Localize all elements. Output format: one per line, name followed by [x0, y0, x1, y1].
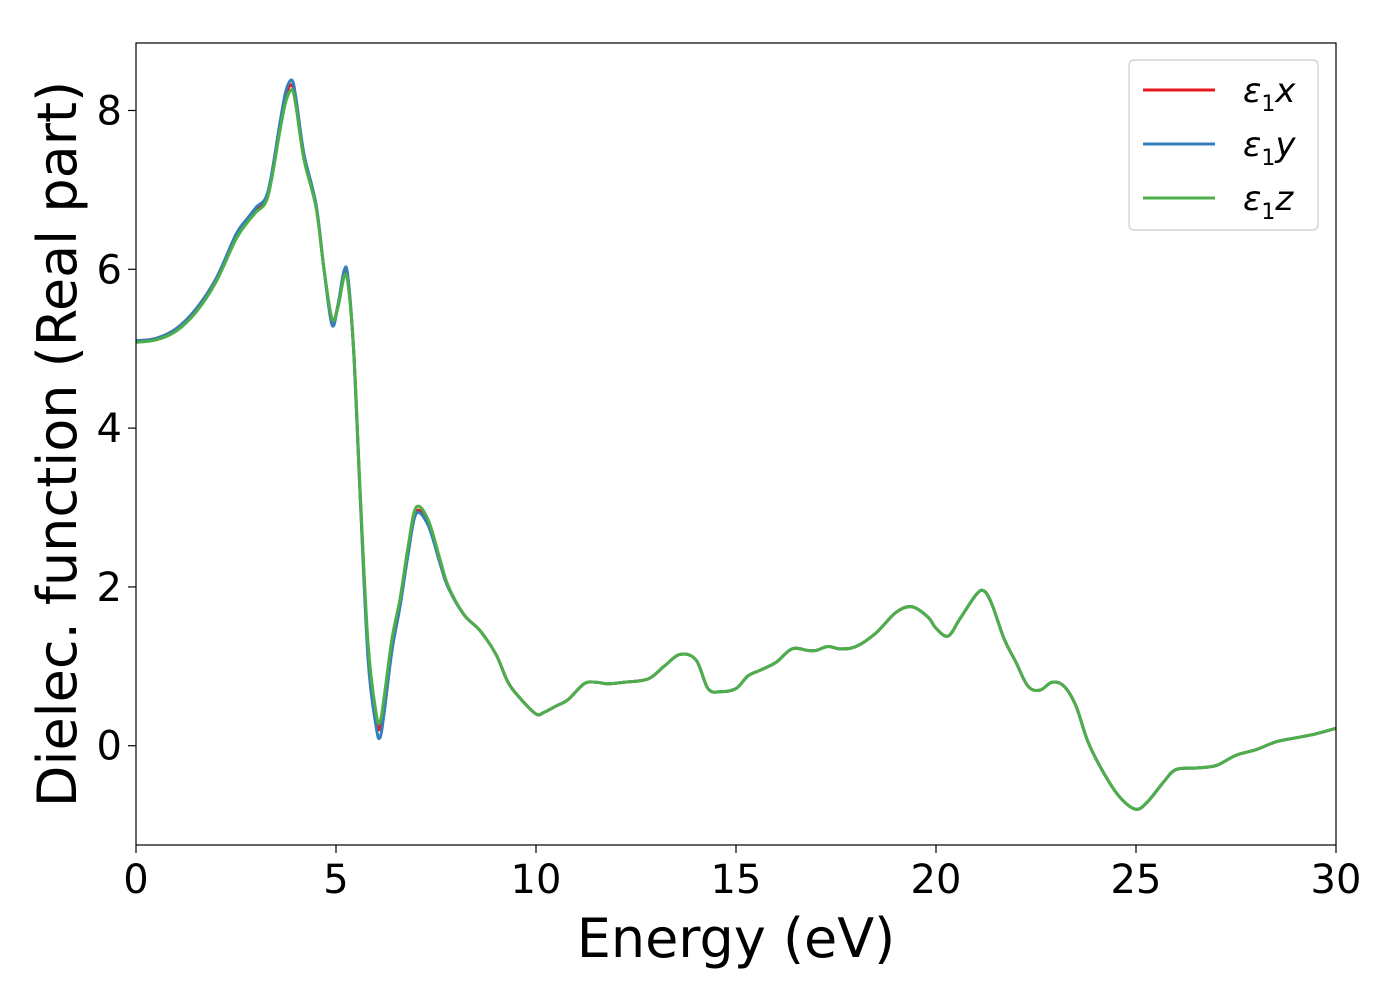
legend: ε1x ε1y ε1z — [1128, 59, 1319, 231]
legend-box — [1128, 59, 1319, 231]
series-layer — [136, 78, 1336, 811]
legend-label: ε1z — [1243, 179, 1294, 225]
y-axis-label: Dielec. function (Real part) — [26, 81, 89, 807]
x-tick-label: 30 — [1311, 857, 1362, 903]
x-tick-label: 20 — [911, 857, 962, 903]
y-tick-label: 6 — [97, 247, 122, 293]
legend-label: ε1y — [1243, 125, 1296, 171]
x-axis: 0 5 10 15 20 25 30 — [123, 845, 1361, 903]
series-line-z — [136, 88, 1336, 811]
y-tick-label: 0 — [97, 724, 122, 770]
x-tick-label: 25 — [1111, 857, 1162, 903]
x-tick-label: 10 — [511, 857, 562, 903]
x-tick-label: 15 — [711, 857, 762, 903]
y-tick-label: 4 — [97, 406, 122, 452]
y-tick-label: 2 — [97, 565, 122, 611]
y-axis: 0 2 4 6 8 — [97, 88, 136, 770]
y-tick-label: 8 — [97, 88, 122, 134]
x-tick-label: 0 — [123, 857, 148, 903]
x-axis-label: Energy (eV) — [577, 907, 896, 970]
legend-label: ε1x — [1243, 71, 1296, 117]
x-tick-label: 5 — [323, 857, 348, 903]
